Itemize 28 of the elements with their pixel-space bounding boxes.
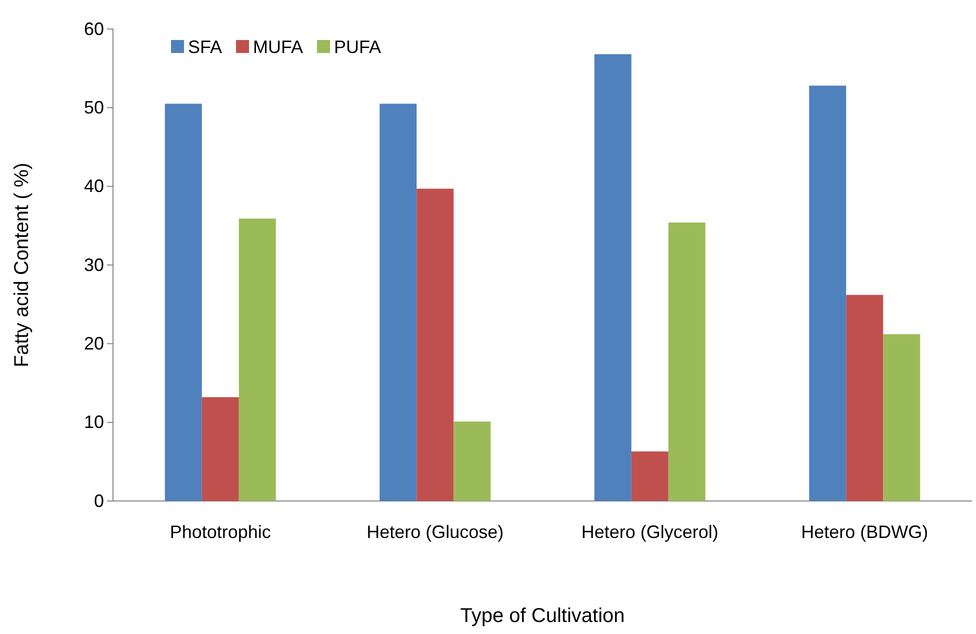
y-tick-label: 50: [84, 97, 104, 118]
bar: [380, 104, 417, 501]
bar: [809, 86, 846, 501]
y-tick-label: 60: [84, 18, 104, 39]
y-tick-label: 20: [84, 333, 104, 354]
legend-label: PUFA: [334, 37, 382, 57]
x-tick-label: Hetero (Glucose): [366, 522, 504, 542]
bar: [594, 54, 632, 501]
x-tick-label: Hetero (Glycerol): [581, 522, 718, 542]
y-tick-label: 10: [84, 412, 104, 432]
y-tick-label: 40: [84, 176, 104, 196]
bar: [416, 188, 454, 501]
x-tick-label: Hetero (BDWG): [801, 522, 928, 542]
legend-label: MUFA: [253, 37, 304, 57]
bar: [846, 294, 884, 501]
bar: [202, 397, 239, 501]
y-tick-label: 30: [84, 254, 104, 275]
bar: [454, 422, 491, 501]
bar: [883, 334, 920, 501]
y-tick-label: 0: [94, 490, 104, 511]
x-axis-title: Type of Cultivation: [460, 605, 625, 627]
bar: [164, 104, 202, 501]
bar: [631, 451, 668, 501]
y-axis-title: Fatty acid Content ( %): [11, 162, 33, 368]
x-tick-label: Phototrophic: [170, 522, 271, 542]
legend-label: SFA: [188, 37, 222, 57]
bar: [668, 222, 706, 501]
bar: [238, 218, 276, 501]
